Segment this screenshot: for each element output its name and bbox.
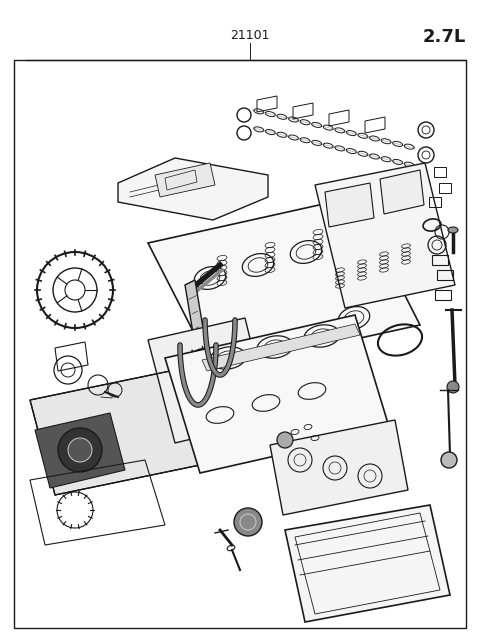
Polygon shape (148, 197, 420, 370)
Ellipse shape (448, 227, 458, 233)
Bar (434, 167, 446, 177)
Polygon shape (380, 170, 424, 214)
Circle shape (58, 428, 102, 472)
Circle shape (447, 381, 459, 393)
Polygon shape (30, 370, 200, 495)
Polygon shape (202, 324, 360, 371)
Text: 2.7L: 2.7L (423, 28, 466, 46)
Polygon shape (185, 280, 215, 405)
Bar (439, 183, 451, 193)
Polygon shape (165, 315, 390, 473)
Bar (437, 270, 453, 280)
Polygon shape (285, 505, 450, 622)
Text: 21101: 21101 (230, 29, 270, 42)
Polygon shape (118, 158, 268, 220)
Circle shape (441, 452, 457, 468)
Bar (432, 255, 448, 265)
Circle shape (277, 432, 293, 448)
Polygon shape (325, 183, 374, 227)
Polygon shape (155, 163, 215, 197)
Circle shape (68, 438, 92, 462)
Bar (429, 197, 441, 207)
Circle shape (234, 508, 262, 536)
Bar (14, 60, 466, 628)
Polygon shape (270, 420, 408, 515)
Polygon shape (148, 318, 270, 443)
Bar (435, 290, 451, 300)
Polygon shape (35, 413, 125, 488)
Polygon shape (315, 163, 455, 308)
